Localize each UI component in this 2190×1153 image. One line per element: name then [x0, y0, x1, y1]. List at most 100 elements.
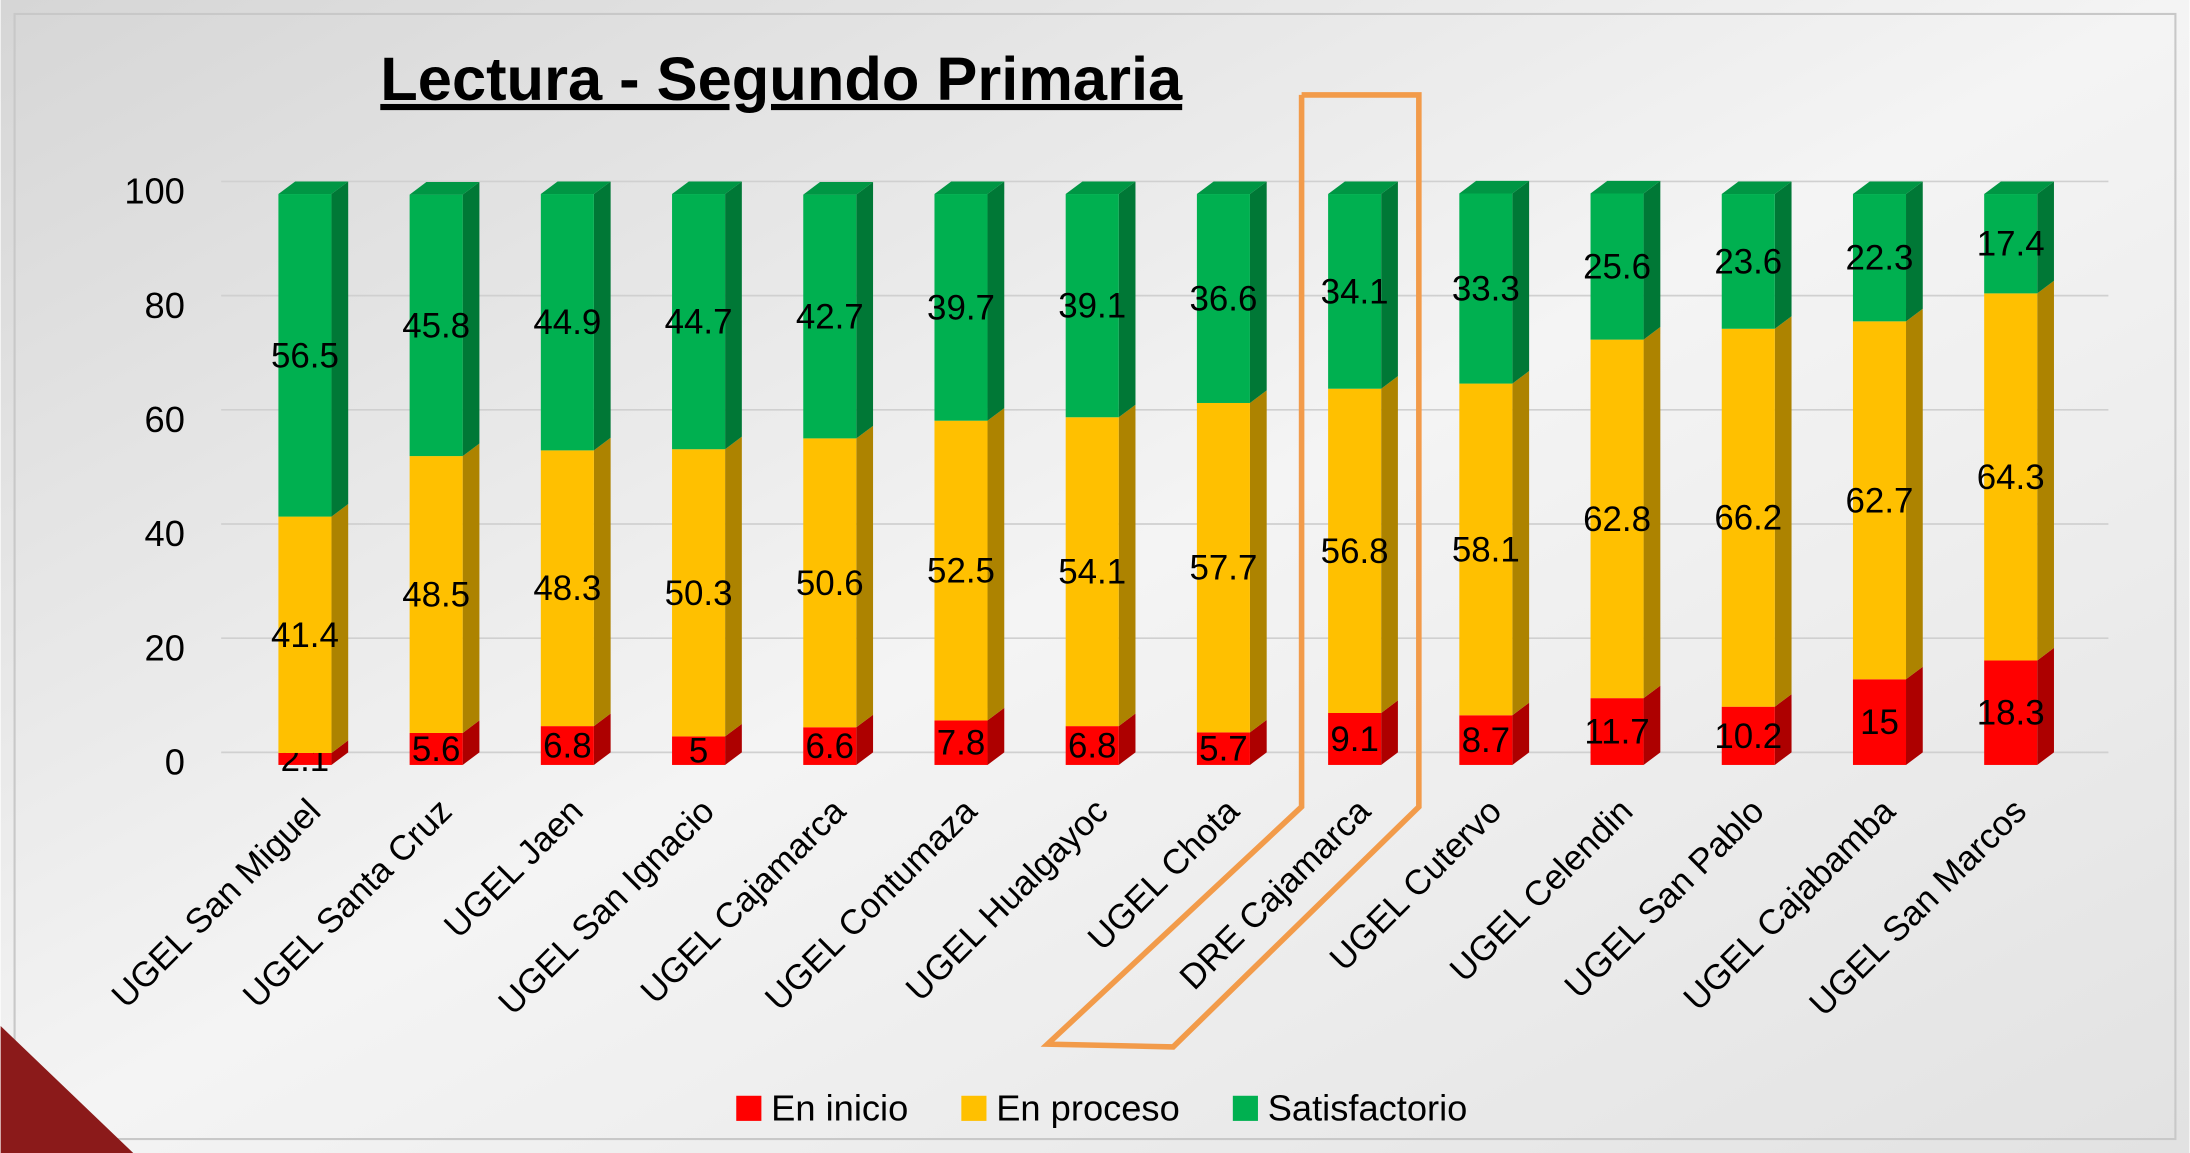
value-label: 44.9: [533, 303, 601, 342]
value-label: 48.3: [533, 569, 601, 608]
bar-top: [1065, 181, 1136, 195]
bar-segment: [1196, 402, 1250, 733]
bar-side: [593, 713, 611, 765]
y-tick-label: 60: [145, 399, 185, 440]
bar-side: [331, 504, 349, 753]
bar-segment: [934, 720, 988, 765]
bar-side: [1906, 666, 1923, 765]
bar-side: [462, 182, 480, 457]
bar-side: [1512, 180, 1530, 384]
bar-segment: [672, 194, 726, 450]
bar-segment: [278, 516, 332, 753]
bar-side: [2037, 280, 2054, 661]
bar-top: [540, 181, 611, 195]
value-label: 33.3: [1452, 270, 1520, 309]
value-label: 62.8: [1583, 500, 1651, 539]
value-label: 50.6: [796, 564, 864, 603]
value-label: 45.8: [402, 306, 470, 345]
bar-side: [1381, 181, 1398, 389]
bar-segment: [1590, 193, 1644, 340]
bar-segment: [1065, 726, 1119, 765]
value-label: 62.7: [1846, 481, 1914, 520]
bar-side: [987, 707, 1005, 765]
bar-side: [987, 181, 1005, 421]
bar-side: [1381, 376, 1398, 713]
y-tick-label: 40: [145, 513, 185, 554]
bar-side: [331, 740, 349, 765]
y-tick-label: 80: [145, 285, 185, 326]
bar-side: [1643, 685, 1661, 765]
bar-top: [1196, 181, 1267, 195]
bar-top: [1459, 180, 1530, 194]
bar-segment: [1852, 321, 1907, 680]
bar-segment: [409, 194, 463, 457]
value-label: 15: [1860, 703, 1899, 742]
bar-segment: [409, 456, 463, 733]
value-label: 52.5: [927, 552, 995, 591]
bar-segment: [1721, 194, 1775, 329]
value-label: 48.5: [402, 576, 470, 615]
bar-segment: [1984, 660, 2038, 765]
bar-side: [856, 425, 874, 728]
value-label: 44.7: [665, 303, 733, 342]
value-label: 64.3: [1977, 458, 2045, 497]
bar-segment: [540, 726, 594, 765]
bar-segment: [1721, 706, 1775, 765]
value-label: 39.7: [927, 288, 995, 327]
bar-top: [672, 181, 742, 195]
bar-side: [2037, 181, 2054, 294]
bar-segment: [1328, 388, 1382, 713]
bar-side: [1118, 713, 1136, 765]
bar-segment: [1590, 339, 1644, 699]
bar-segment: [1065, 194, 1119, 418]
bar-top: [1590, 180, 1661, 194]
value-label: 23.6: [1714, 242, 1782, 281]
bar-segment: [934, 194, 988, 421]
value-label: 17.4: [1977, 225, 2045, 264]
value-label: 6.6: [806, 727, 854, 766]
bar-segment: [803, 727, 857, 765]
bar-side: [1118, 404, 1136, 727]
value-label: 5: [689, 732, 708, 771]
value-label: 10.2: [1714, 717, 1782, 756]
bar-segment: [1328, 712, 1382, 765]
bar-segment: [803, 438, 857, 728]
bar-side: [725, 436, 742, 737]
bar-side: [1774, 694, 1792, 765]
bar-top: [1328, 181, 1398, 195]
bar-side: [856, 714, 874, 765]
value-label: 9.1: [1330, 720, 1378, 759]
bar-segment: [1459, 193, 1513, 384]
bar-segment: [672, 736, 726, 765]
bar-side: [593, 437, 611, 727]
value-label: 5.7: [1199, 730, 1247, 769]
legend-swatch: [736, 1095, 762, 1121]
bar-segment: [278, 194, 332, 517]
bar-segment: [1852, 194, 1907, 322]
bar-top: [1852, 181, 1923, 195]
bar-side: [462, 720, 480, 765]
bar-side: [725, 181, 742, 450]
bar-top: [1984, 181, 2054, 195]
bar-top: [278, 181, 349, 195]
bar-segment: [1065, 417, 1119, 727]
bar-side: [856, 182, 874, 439]
bar-segment: [1984, 293, 2038, 661]
value-label: 50.3: [665, 574, 733, 613]
value-label: 6.8: [543, 727, 591, 766]
bar-side: [1249, 181, 1267, 403]
bar-side: [1774, 181, 1792, 329]
bar-side: [1512, 371, 1530, 716]
value-label: 18.3: [1977, 694, 2045, 733]
bar-side: [1249, 719, 1267, 765]
value-label: 39.1: [1058, 287, 1126, 326]
value-label: 57.7: [1189, 549, 1257, 588]
value-label: 54.1: [1058, 553, 1126, 592]
bar-side: [2037, 647, 2054, 765]
bar-segment: [1984, 194, 2038, 294]
bar-side: [331, 181, 349, 517]
value-label: 8.7: [1462, 721, 1510, 760]
bar-side: [593, 181, 611, 451]
bar-segment: [672, 449, 726, 737]
bar-segment: [1459, 715, 1513, 765]
